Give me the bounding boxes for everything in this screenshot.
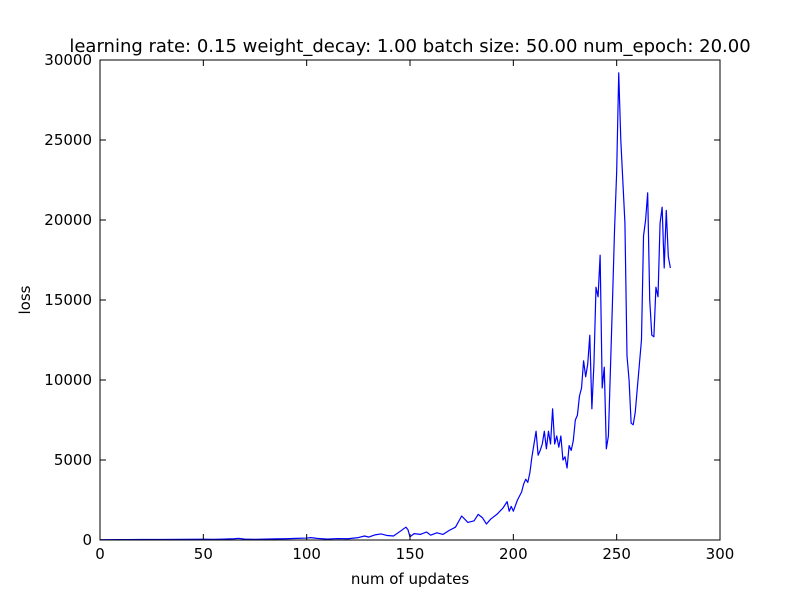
loss-series-line (99, 72, 671, 541)
y-tick-label: 10000 (44, 371, 92, 389)
y-axis-label: loss (16, 285, 34, 314)
x-tick-label: 300 (706, 545, 735, 563)
y-tick-label: 30000 (44, 51, 92, 69)
chart-title: learning rate: 0.15 weight_decay: 1.00 b… (69, 36, 750, 57)
x-tick-label: 250 (602, 545, 631, 563)
y-tick-label: 0 (82, 531, 92, 549)
x-tick-label: 50 (194, 545, 213, 563)
x-axis-label: num of updates (351, 570, 469, 588)
y-tick-label: 25000 (44, 131, 92, 149)
y-tick-label: 15000 (44, 291, 92, 309)
x-tick-label: 0 (95, 545, 105, 563)
x-tick-label: 100 (292, 545, 321, 563)
y-tick-label: 5000 (54, 451, 92, 469)
x-tick-label: 150 (396, 545, 425, 563)
x-tick-label: 200 (499, 545, 528, 563)
y-tick-label: 20000 (44, 211, 92, 229)
plot-area: 0 50 100 150 200 250 300 0 5000 10000 15000 20000 25… (44, 51, 734, 563)
